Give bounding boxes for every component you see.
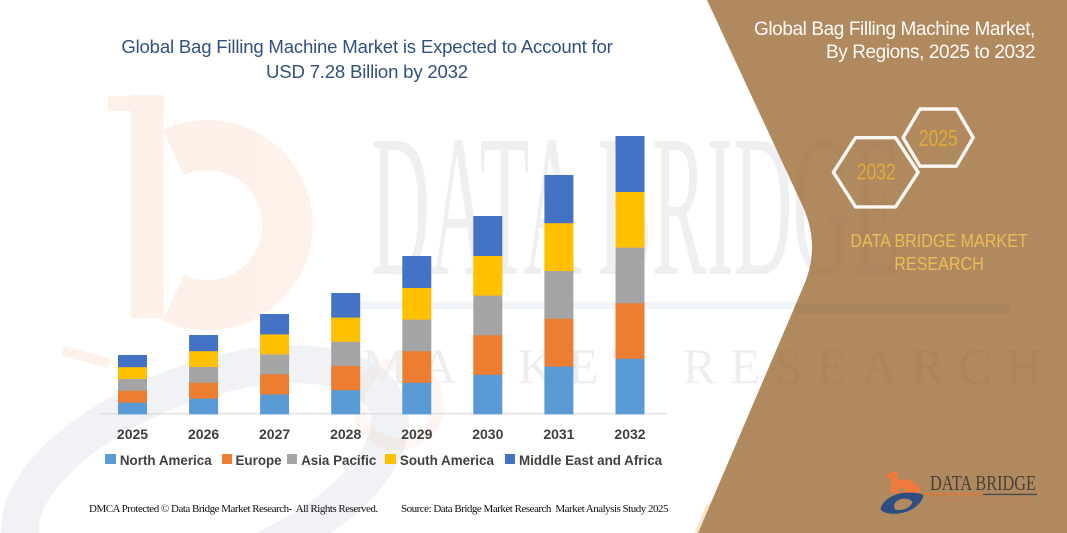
svg-text:2025: 2025 (919, 125, 958, 151)
svg-text:2032: 2032 (857, 159, 896, 185)
svg-text:MARKET RESEARCH: MARKET RESEARCH (931, 497, 1031, 505)
svg-text:DATA BRIDGE: DATA BRIDGE (930, 471, 1036, 495)
